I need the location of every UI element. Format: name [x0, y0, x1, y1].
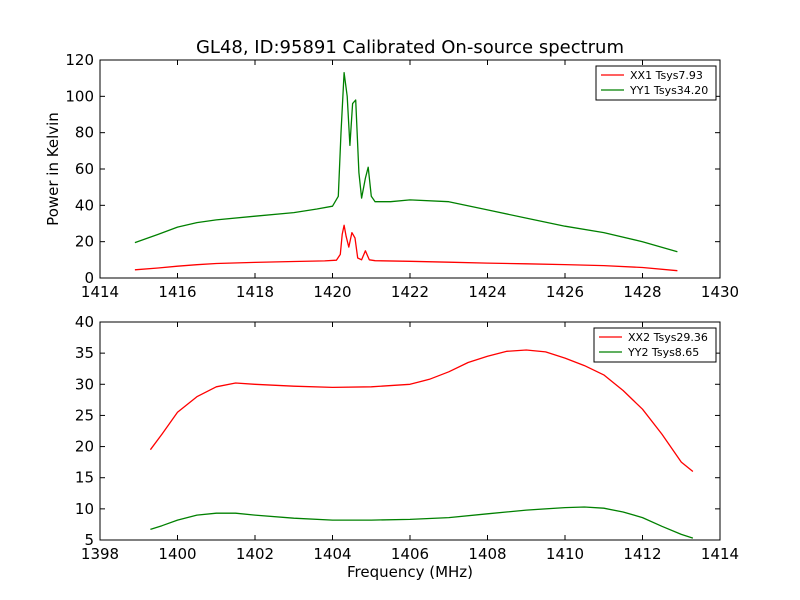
x-tick-label: 1422 — [391, 283, 429, 301]
legend-label: YY1 Tsys34.20 — [629, 84, 708, 97]
top-panel: 1414 1416 1418 1420 1422 1424 1426 1428 1430 0 20 4… — [44, 51, 739, 301]
chart-title: GL48, ID:95891 Calibrated On-source spec… — [196, 37, 624, 58]
x-axis-label: Frequency (MHz) — [347, 563, 473, 581]
x-tick-label: 1408 — [468, 545, 506, 563]
y-tick-label: 0 — [84, 269, 94, 287]
legend: XX2 Tsys29.36 YY2 Tsys8.65 — [593, 327, 717, 363]
x-tick-label: 1414 — [81, 283, 119, 301]
legend-label: YY2 Tsys8.65 — [627, 346, 699, 359]
y-tick-label: 15 — [75, 469, 94, 487]
legend-label: XX1 Tsys7.93 — [630, 69, 703, 82]
x-tick-label: 1402 — [236, 545, 274, 563]
x-tick-label: 1412 — [623, 545, 661, 563]
y-tick-label: 40 — [75, 196, 94, 214]
bottom-panel: 1398 1400 1402 1404 1406 1408 1410 1412 1414 5 10 1… — [75, 313, 739, 581]
x-tick-label: 1420 — [313, 283, 351, 301]
legend-box — [593, 327, 717, 363]
x-tick-label: 1430 — [701, 283, 739, 301]
x-tick-label: 1414 — [701, 545, 739, 563]
y-tick-label: 60 — [75, 160, 94, 178]
x-tick-label: 1416 — [158, 283, 196, 301]
x-tick-label: 1418 — [236, 283, 274, 301]
x-tick-label: 1404 — [313, 545, 351, 563]
x-tick-label: 1406 — [391, 545, 429, 563]
legend: XX1 Tsys7.93 YY1 Tsys34.20 — [595, 65, 717, 101]
y-tick-label: 80 — [75, 124, 94, 142]
series-line-xx1-tsys7-93 — [134, 224, 678, 272]
x-tick-label: 1424 — [468, 283, 506, 301]
x-tick-label: 1398 — [81, 545, 119, 563]
legend-box — [595, 65, 717, 101]
y-tick-label: 100 — [65, 87, 94, 105]
y-tick-label: 35 — [75, 344, 94, 362]
y-tick-label: 30 — [75, 375, 94, 393]
y-tick-label: 5 — [84, 531, 94, 549]
y-tick-label: 20 — [75, 438, 94, 456]
series-line-xx2-tsys29-36 — [149, 349, 694, 473]
x-tick-label: 1428 — [623, 283, 661, 301]
y-tick-label: 120 — [65, 51, 94, 69]
y-tick-label: 40 — [75, 313, 94, 331]
legend-label: XX2 Tsys29.36 — [628, 331, 708, 344]
series-line-yy2-tsys8-65 — [150, 506, 694, 539]
x-tick-label: 1400 — [158, 545, 196, 563]
y-tick-label: 20 — [75, 233, 94, 251]
y-tick-label: 25 — [75, 406, 94, 424]
series-line-yy1-tsys34-20 — [134, 72, 678, 253]
y-axis-label: Power in Kelvin — [44, 112, 62, 226]
x-tick-label: 1426 — [546, 283, 584, 301]
x-tick-label: 1410 — [546, 545, 584, 563]
y-tick-label: 10 — [75, 500, 94, 518]
